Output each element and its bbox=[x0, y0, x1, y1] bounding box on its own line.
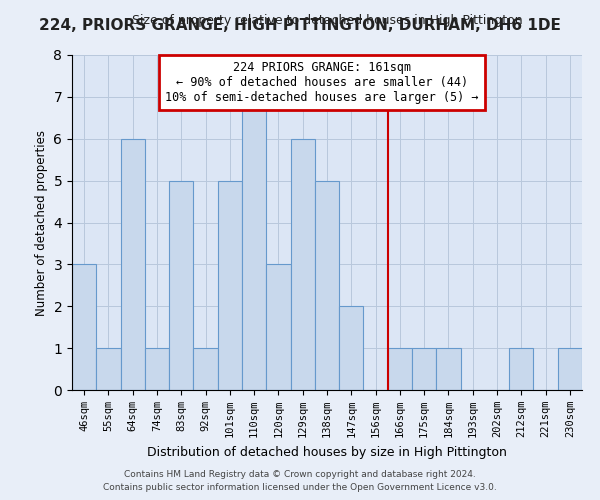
Bar bbox=[266, 264, 290, 390]
Title: Size of property relative to detached houses in High Pittington: Size of property relative to detached ho… bbox=[131, 14, 523, 28]
Bar bbox=[388, 348, 412, 390]
Bar bbox=[169, 180, 193, 390]
Y-axis label: Number of detached properties: Number of detached properties bbox=[35, 130, 48, 316]
Bar bbox=[290, 138, 315, 390]
Bar bbox=[121, 138, 145, 390]
Bar bbox=[193, 348, 218, 390]
Bar bbox=[558, 348, 582, 390]
Bar bbox=[96, 348, 121, 390]
Bar bbox=[339, 306, 364, 390]
Text: 224 PRIORS GRANGE: 161sqm
← 90% of detached houses are smaller (44)
10% of semi-: 224 PRIORS GRANGE: 161sqm ← 90% of detac… bbox=[166, 62, 479, 104]
X-axis label: Distribution of detached houses by size in High Pittington: Distribution of detached houses by size … bbox=[147, 446, 507, 458]
Bar bbox=[436, 348, 461, 390]
Bar bbox=[412, 348, 436, 390]
Bar bbox=[145, 348, 169, 390]
Text: Contains HM Land Registry data © Crown copyright and database right 2024.
Contai: Contains HM Land Registry data © Crown c… bbox=[103, 470, 497, 492]
Bar bbox=[315, 180, 339, 390]
Text: 224, PRIORS GRANGE, HIGH PITTINGTON, DURHAM, DH6 1DE: 224, PRIORS GRANGE, HIGH PITTINGTON, DUR… bbox=[39, 18, 561, 32]
Bar bbox=[509, 348, 533, 390]
Bar bbox=[72, 264, 96, 390]
Bar bbox=[218, 180, 242, 390]
Bar bbox=[242, 97, 266, 390]
